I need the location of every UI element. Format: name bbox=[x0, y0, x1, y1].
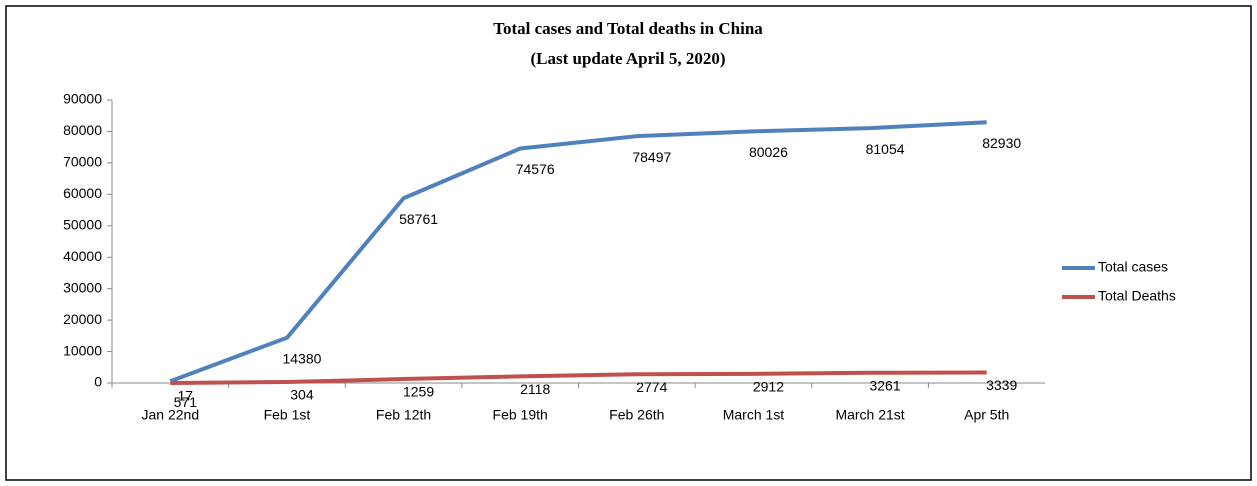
data-label: 304 bbox=[290, 387, 314, 403]
data-label: 80026 bbox=[749, 144, 788, 160]
x-tick-label: Feb 12th bbox=[376, 407, 431, 423]
data-label: 74576 bbox=[516, 161, 555, 177]
y-tick-label: 10000 bbox=[63, 342, 102, 358]
y-tick-label: 40000 bbox=[63, 248, 102, 264]
data-label: 2118 bbox=[520, 381, 550, 397]
data-label: 82930 bbox=[982, 135, 1021, 151]
data-label: 1259 bbox=[403, 384, 434, 400]
legend-label: Total cases bbox=[1098, 259, 1168, 275]
data-label: 17 bbox=[178, 388, 194, 404]
data-label: 2912 bbox=[753, 379, 784, 395]
y-tick-label: 50000 bbox=[63, 216, 102, 232]
y-tick-label: 90000 bbox=[63, 91, 102, 107]
series-line bbox=[170, 370, 987, 385]
data-label: 78497 bbox=[632, 149, 671, 165]
data-label: 571 bbox=[174, 394, 198, 410]
x-tick-label: March 1st bbox=[723, 407, 785, 423]
y-tick-label: 20000 bbox=[63, 311, 102, 327]
chart-border bbox=[5, 5, 1252, 481]
x-tick-label: Jan 22nd bbox=[142, 407, 200, 423]
series-line bbox=[169, 120, 987, 384]
y-tick-label: 70000 bbox=[63, 154, 102, 170]
data-label: 14380 bbox=[282, 350, 321, 366]
chart-title: Total cases and Total deaths in China bbox=[493, 19, 763, 38]
x-tick-label: Feb 26th bbox=[609, 407, 664, 423]
y-tick-label: 60000 bbox=[63, 185, 102, 201]
y-tick-label: 0 bbox=[94, 374, 102, 390]
data-label: 3339 bbox=[986, 377, 1017, 393]
data-label: 81054 bbox=[866, 141, 905, 157]
data-label: 3261 bbox=[869, 377, 900, 393]
chart-subtitle: (Last update April 5, 2020) bbox=[530, 49, 725, 68]
x-tick-label: Feb 19th bbox=[493, 407, 548, 423]
x-tick-label: Feb 1st bbox=[264, 407, 311, 423]
data-label: 2774 bbox=[636, 379, 667, 395]
data-label: 58761 bbox=[399, 211, 438, 227]
y-tick-label: 30000 bbox=[63, 279, 102, 295]
legend-label: Total Deaths bbox=[1098, 288, 1176, 304]
y-tick-label: 80000 bbox=[63, 122, 102, 138]
x-tick-label: Apr 5th bbox=[964, 407, 1009, 423]
x-tick-label: March 21st bbox=[835, 407, 904, 423]
